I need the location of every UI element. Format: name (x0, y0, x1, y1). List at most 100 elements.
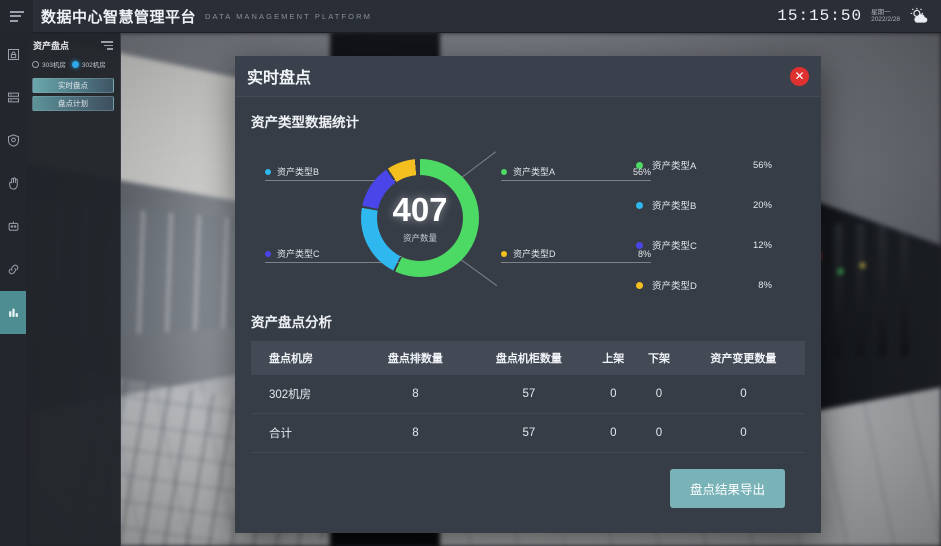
legend-item-d[interactable]: 资产类型D 8% (636, 265, 796, 305)
cell-rows: 8 (363, 413, 468, 453)
cell-unmounted: 0 (636, 375, 682, 414)
callout-value: 56% (632, 166, 651, 177)
radio-room-303[interactable]: 303机房 (32, 59, 66, 69)
rail-item-racks[interactable] (0, 76, 26, 119)
cell-unmounted: 0 (636, 413, 682, 453)
cell-cabinets: 57 (467, 413, 591, 453)
col-cabinets: 盘点机柜数量 (467, 341, 591, 375)
rail-item-home[interactable] (0, 33, 26, 76)
top-bar: 数据中心智慧管理平台 DATA MANAGEMENT PLATFORM 15:1… (0, 0, 941, 33)
cell-rows: 8 (363, 375, 468, 414)
donut-chart: 资产类型B 20% 资产类型A 56% 资产类型C 12% (251, 137, 651, 305)
swatch (636, 281, 643, 289)
rail-item-monitor[interactable] (0, 119, 26, 162)
donut-ring: 407 资产数量 (361, 159, 479, 277)
room-radio-group: 303机房 302机房 (26, 56, 120, 75)
rail-item-hand[interactable] (0, 162, 26, 205)
chart-section-title: 资产类型数据统计 (251, 115, 359, 130)
callout-name: 资产类型D (513, 249, 556, 259)
icon-rail (0, 33, 26, 546)
radio-dot (71, 60, 79, 68)
chart-legend: 资产类型A 56% 资产类型B 20% 资产类型C 12% (636, 137, 796, 305)
button-realtime-inventory[interactable]: 实时盘点 (32, 78, 114, 93)
radio-label: 302机房 (81, 62, 106, 69)
leader-line-a (458, 151, 497, 180)
chart-bar-icon (8, 308, 18, 317)
swatch (501, 250, 507, 257)
col-mounted: 上架 (590, 341, 637, 375)
col-rows: 盘点排数量 (363, 341, 468, 375)
col-room: 盘点机房 (251, 341, 364, 375)
left-panel-title: 资产盘点 (33, 41, 70, 51)
swatch (265, 250, 271, 257)
chart-row: 资产类型B 20% 资产类型A 56% 资产类型C 12% (251, 137, 805, 305)
legend-label: 资产类型D (652, 281, 697, 292)
robot-icon (8, 221, 18, 231)
dialog-header: 实时盘点 ✕ (235, 56, 821, 97)
leader-line-d (457, 257, 498, 287)
radio-label: 303机房 (42, 62, 66, 69)
donut-total: 407 (392, 190, 448, 228)
dialog-body: 资产类型数据统计 资产类型B 20% (235, 97, 821, 508)
rail-item-link[interactable] (0, 248, 26, 291)
callout-type-d: 资产类型D 8% (501, 247, 651, 263)
radio-dot (32, 60, 39, 68)
camera-shield-icon (7, 134, 19, 147)
rail-item-assets[interactable] (0, 291, 26, 334)
cell-mounted: 0 (590, 375, 637, 414)
close-icon[interactable]: ✕ (790, 66, 809, 86)
left-panel-header: 资产盘点 (26, 33, 120, 56)
swatch (636, 201, 643, 209)
home-icon (7, 49, 19, 60)
hamburger-icon[interactable] (0, 0, 33, 33)
hand-icon (8, 177, 18, 190)
button-inventory-plan[interactable]: 盘点计划 (32, 96, 114, 111)
link-icon (8, 264, 18, 275)
swatch (501, 168, 507, 175)
col-changes: 资产变更数量 (681, 341, 805, 375)
swatch (636, 161, 643, 169)
legend-label: 资产类型A (652, 161, 697, 172)
filter-icon[interactable] (101, 39, 113, 52)
legend-value: 8% (758, 279, 772, 291)
donut-caption: 资产数量 (402, 232, 437, 243)
callout-name: 资产类型B (277, 167, 320, 177)
cell-room: 合计 (251, 413, 364, 453)
date-label: 2022/2/28 (871, 16, 900, 23)
server-rack-icon (7, 92, 19, 103)
table-row: 302机房 8 57 0 0 0 (251, 375, 805, 414)
export-button[interactable]: 盘点结果导出 (669, 469, 785, 508)
table-section-title: 资产盘点分析 (251, 315, 332, 330)
legend-label: 资产类型C (652, 241, 697, 252)
dialog-title: 实时盘点 (247, 70, 312, 87)
top-bar-right: 15:15:50 星期一 2022/2/28 (777, 6, 941, 27)
weekday-label: 星期一 (871, 8, 891, 16)
legend-label: 资产类型B (652, 201, 697, 212)
legend-item-c[interactable]: 资产类型C 12% (636, 225, 796, 265)
legend-value: 20% (752, 199, 772, 211)
callout-name: 资产类型A (513, 167, 556, 177)
dialog-footer: 盘点结果导出 (251, 453, 805, 508)
donut-center: 407 资产数量 (377, 175, 463, 261)
cell-changes: 0 (681, 375, 805, 414)
callout-type-a: 资产类型A 56% (501, 165, 651, 181)
clock: 15:15:50 (777, 7, 863, 25)
cell-changes: 0 (681, 413, 805, 453)
legend-value: 56% (752, 159, 772, 171)
left-panel: 资产盘点 303机房 302机房 实时盘点 盘点计划 (26, 33, 121, 546)
realtime-inventory-dialog: 实时盘点 ✕ 资产类型数据统计 资产类型B 20% (235, 56, 821, 533)
table-row: 合计 8 57 0 0 0 (251, 413, 805, 453)
date-block: 星期一 2022/2/28 (871, 9, 900, 24)
cell-cabinets: 57 (467, 375, 591, 414)
swatch (265, 168, 271, 175)
col-unmounted: 下架 (636, 341, 682, 375)
rail-item-robot[interactable] (0, 205, 26, 248)
page-subtitle: DATA MANAGEMENT PLATFORM (205, 11, 372, 21)
legend-item-a[interactable]: 资产类型A 56% (636, 145, 796, 185)
sun-cloud-icon (909, 6, 930, 27)
radio-room-302[interactable]: 302机房 (71, 59, 106, 69)
table-header-row: 盘点机房 盘点排数量 盘点机柜数量 上架 下架 资产变更数量 (251, 341, 805, 375)
swatch (636, 241, 643, 249)
legend-item-b[interactable]: 资产类型B 20% (636, 185, 796, 225)
